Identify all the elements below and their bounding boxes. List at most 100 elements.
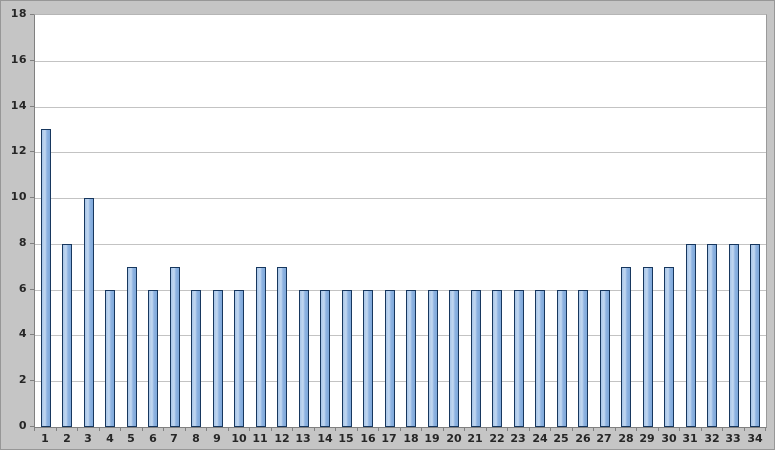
x-axis-tick-label-2: 2	[63, 432, 71, 445]
x-axis-tick-label-29: 29	[639, 432, 655, 445]
bar-11	[256, 267, 266, 427]
x-axis-tick-mark	[314, 427, 315, 431]
x-axis-tick-mark	[507, 427, 508, 431]
x-axis-tick-mark	[292, 427, 293, 431]
x-axis-tick-label-30: 30	[661, 432, 677, 445]
x-axis-tick-label-17: 17	[381, 432, 397, 445]
x-axis-tick-label-27: 27	[596, 432, 612, 445]
x-axis-tick-label-20: 20	[446, 432, 462, 445]
x-axis-tick-label-1: 1	[41, 432, 49, 445]
gridline-y-4	[35, 335, 766, 337]
y-axis-tick-label-4: 4	[18, 327, 27, 340]
x-axis-tick-label-22: 22	[489, 432, 505, 445]
gridline-y-16	[35, 60, 766, 62]
bar-18	[406, 290, 416, 427]
y-axis-tick-mark	[30, 106, 34, 107]
x-axis-tick-mark	[722, 427, 723, 431]
y-axis-tick-mark	[30, 197, 34, 198]
x-axis-tick-label-6: 6	[149, 432, 157, 445]
bar-10	[234, 290, 244, 427]
bar-21	[471, 290, 481, 427]
x-axis-tick-mark	[636, 427, 637, 431]
x-axis-tick-label-5: 5	[127, 432, 135, 445]
bar-17	[385, 290, 395, 427]
y-axis-tick-label-14: 14	[10, 99, 27, 112]
x-axis-tick-label-13: 13	[295, 432, 311, 445]
bar-34	[750, 244, 760, 427]
bar-13	[299, 290, 309, 427]
x-axis-tick-mark	[550, 427, 551, 431]
bar-32	[707, 244, 717, 427]
bar-24	[535, 290, 545, 427]
x-axis-tick-mark	[77, 427, 78, 431]
gridline-y-6	[35, 289, 766, 291]
x-axis-tick-label-3: 3	[84, 432, 92, 445]
x-axis-tick-label-15: 15	[338, 432, 354, 445]
x-axis-tick-label-34: 34	[747, 432, 763, 445]
x-axis-tick-mark	[120, 427, 121, 431]
bar-30	[664, 267, 674, 427]
gridline-y-12	[35, 152, 766, 154]
x-axis-tick-label-18: 18	[403, 432, 419, 445]
x-axis-tick-mark	[99, 427, 100, 431]
x-axis-tick-mark	[443, 427, 444, 431]
x-axis-tick-mark	[400, 427, 401, 431]
y-axis-tick-mark	[30, 14, 34, 15]
x-axis-tick-mark	[142, 427, 143, 431]
y-axis-tick-label-10: 10	[10, 190, 27, 203]
x-axis-tick-mark	[744, 427, 745, 431]
x-axis-tick-label-7: 7	[170, 432, 178, 445]
bar-1	[41, 129, 51, 427]
x-axis-tick-label-4: 4	[106, 432, 114, 445]
x-axis-tick-label-10: 10	[231, 432, 247, 445]
bar-16	[363, 290, 373, 427]
bar-29	[643, 267, 653, 427]
bar-8	[191, 290, 201, 427]
x-axis-tick-mark	[378, 427, 379, 431]
x-axis-tick-mark	[701, 427, 702, 431]
y-axis-tick-mark	[30, 380, 34, 381]
bar-23	[514, 290, 524, 427]
x-axis-tick-mark	[658, 427, 659, 431]
x-axis-tick-mark	[163, 427, 164, 431]
y-axis-tick-mark	[30, 289, 34, 290]
y-axis-tick-label-18: 18	[10, 7, 27, 20]
x-axis-tick-mark	[34, 427, 35, 431]
y-axis-tick-label-12: 12	[10, 144, 27, 157]
y-axis-tick-label-8: 8	[18, 236, 27, 249]
x-axis-tick-label-21: 21	[467, 432, 483, 445]
bar-9	[213, 290, 223, 427]
gridline-y-10	[35, 198, 766, 200]
bar-19	[428, 290, 438, 427]
x-axis-tick-label-19: 19	[424, 432, 440, 445]
y-axis-tick-mark	[30, 334, 34, 335]
gridline-y-2	[35, 381, 766, 383]
x-axis-tick-mark	[593, 427, 594, 431]
x-axis-tick-mark	[271, 427, 272, 431]
gridline-y-14	[35, 106, 766, 108]
x-axis-tick-label-11: 11	[252, 432, 268, 445]
bar-15	[342, 290, 352, 427]
x-axis-tick-mark	[56, 427, 57, 431]
bar-25	[557, 290, 567, 427]
x-axis-tick-mark	[249, 427, 250, 431]
x-axis-tick-label-25: 25	[553, 432, 569, 445]
y-axis-tick-mark	[30, 60, 34, 61]
x-axis-tick-label-14: 14	[317, 432, 333, 445]
x-axis-tick-label-23: 23	[510, 432, 526, 445]
x-axis-tick-mark	[421, 427, 422, 431]
x-axis-tick-label-12: 12	[274, 432, 290, 445]
x-axis-tick-mark	[206, 427, 207, 431]
bar-4	[105, 290, 115, 427]
x-axis-tick-label-28: 28	[618, 432, 634, 445]
bar-20	[449, 290, 459, 427]
y-axis-tick-label-2: 2	[18, 373, 27, 386]
bar-14	[320, 290, 330, 427]
y-axis-tick-label-16: 16	[10, 53, 27, 66]
bar-22	[492, 290, 502, 427]
bar-26	[578, 290, 588, 427]
gridline-y-8	[35, 243, 766, 245]
x-axis-tick-label-31: 31	[682, 432, 698, 445]
x-axis-tick-label-24: 24	[532, 432, 548, 445]
